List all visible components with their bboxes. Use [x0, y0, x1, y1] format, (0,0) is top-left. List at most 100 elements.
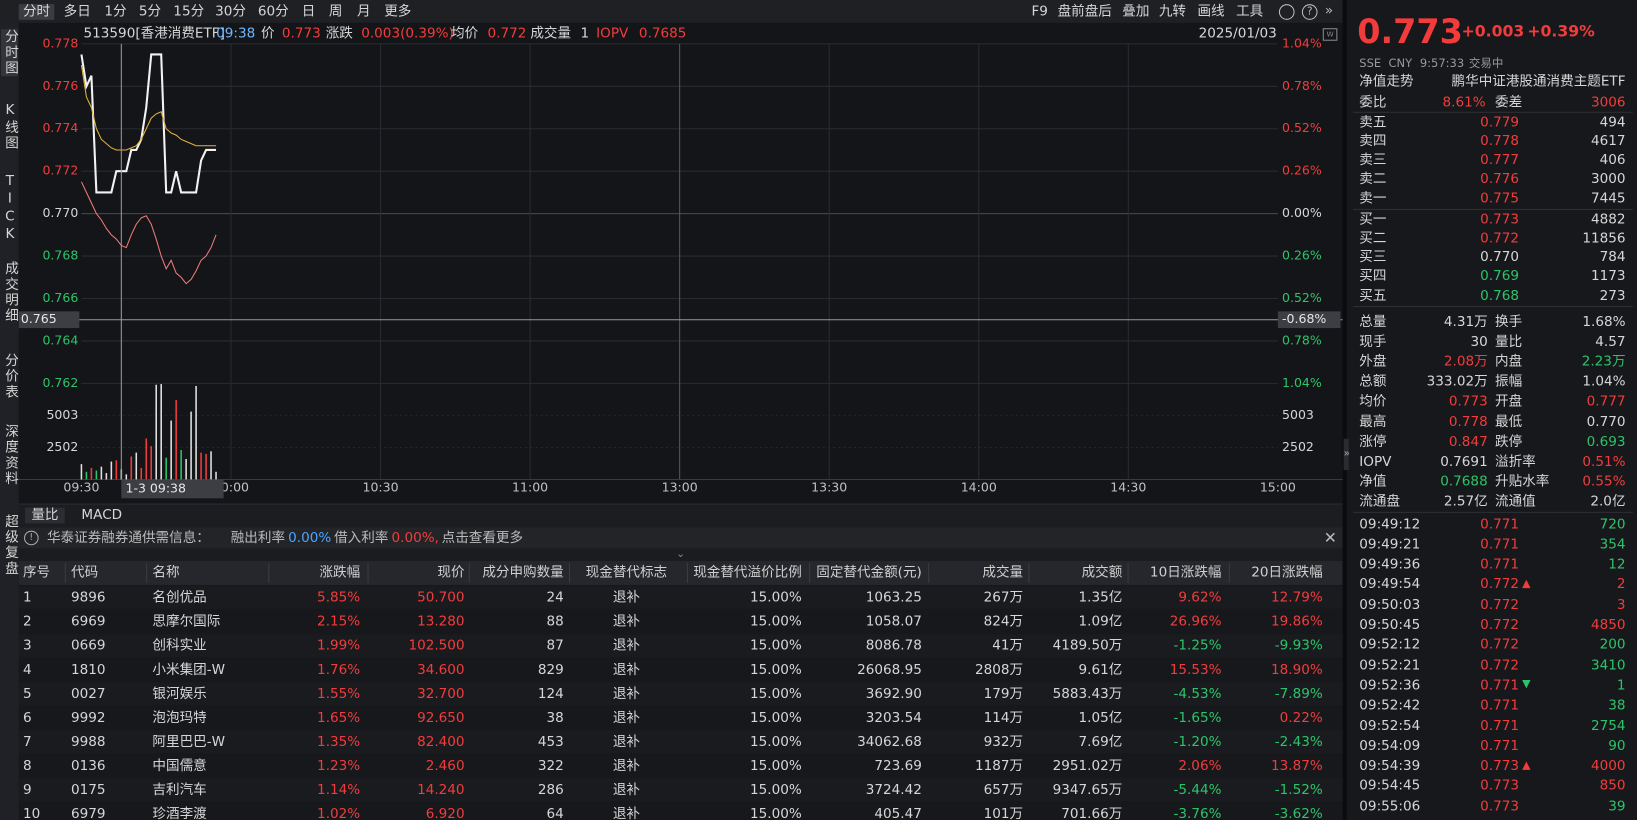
separator [1353, 208, 1633, 210]
side-tab[interactable]: K线图 [2, 102, 18, 152]
column-header[interactable]: 现金替代溢价比例 [693, 564, 802, 581]
table-row[interactable] [18, 586, 1343, 609]
period-tab[interactable]: 周 [328, 3, 343, 20]
tool-button[interactable]: 九转 [1158, 3, 1187, 20]
y2-tick-label: 0.52% [1282, 120, 1322, 135]
separator [1353, 306, 1633, 308]
period-tab[interactable]: 30分 [215, 3, 246, 20]
nav-trend[interactable]: 净值走势 [1359, 73, 1414, 90]
period-tab[interactable]: 1分 [104, 3, 127, 20]
column-header[interactable]: 现金替代标志 [585, 564, 668, 581]
side-tab[interactable]: 深度资料 [2, 424, 18, 487]
column-header[interactable]: 20日涨跌幅 [1251, 564, 1323, 581]
column-header[interactable]: 现价 [437, 564, 465, 581]
period-tab[interactable]: 60分 [257, 3, 289, 20]
stat-label: 溢折率 [1495, 454, 1536, 470]
table-cell: 退补 [612, 733, 640, 750]
table-row[interactable] [18, 778, 1343, 802]
settings-icon[interactable] [1278, 4, 1295, 20]
tick-time: 09:50:03 [1359, 597, 1421, 613]
tool-button[interactable]: 工具 [1236, 3, 1264, 20]
crosshair-y-box [18, 311, 80, 329]
book-label: 买二 [1359, 230, 1387, 247]
expand-icon[interactable]: » [1324, 3, 1334, 19]
volume-tick-label: 2502 [46, 439, 78, 454]
table-row[interactable] [18, 802, 1343, 820]
collapse-handle[interactable]: ⌄ [18, 548, 1343, 561]
period-tab[interactable]: 5分 [138, 3, 162, 20]
sub-tab[interactable]: 量比 [25, 507, 65, 523]
period-tab[interactable]: 分时 [18, 3, 55, 20]
sub-tab[interactable]: MACD [81, 507, 123, 523]
info-avg: 0.772 [487, 25, 527, 42]
table-cell: 13.280 [417, 613, 465, 630]
tool-button[interactable]: 盘前盘后 [1057, 3, 1112, 20]
side-tab[interactable]: 分时图 [1, 29, 18, 77]
table-row[interactable] [18, 706, 1343, 730]
table-row[interactable] [18, 610, 1343, 634]
column-header[interactable]: 成分申购数量 [482, 564, 564, 581]
column-header[interactable]: 成交额 [1081, 564, 1123, 581]
table-cell: 1.14% [317, 781, 361, 798]
column-header[interactable]: 涨跌幅 [319, 564, 361, 581]
table-row[interactable] [18, 658, 1343, 682]
period-tab[interactable]: 15分 [173, 3, 205, 20]
table-cell: 阿里巴巴-W [152, 733, 226, 750]
panel-toggle[interactable]: » [1343, 438, 1352, 471]
tick-volume: 12 [1608, 556, 1626, 573]
book-label: 卖一 [1359, 190, 1387, 207]
side-tab[interactable]: TICK [2, 173, 18, 245]
quote-meta: 交易中 [1468, 55, 1504, 70]
window-icon[interactable]: W [1322, 28, 1338, 41]
column-header[interactable]: 10日涨跌幅 [1149, 564, 1222, 581]
notice-link[interactable]: 点击查看更多 [441, 530, 524, 546]
table-cell: 1.02% [317, 805, 361, 820]
table-cell: 2951.02万 [1052, 757, 1123, 774]
table-cell: 322 [537, 757, 564, 774]
table-row[interactable] [18, 730, 1343, 754]
quote-panel [1348, 0, 1637, 820]
book-label: 卖四 [1359, 133, 1387, 150]
period-tab[interactable]: 月 [357, 3, 371, 20]
column-header[interactable]: 成交量 [982, 564, 1024, 581]
table-cell: -1.65% [1173, 709, 1222, 726]
table-cell: 泡泡玛特 [152, 709, 207, 726]
tool-button[interactable]: F9 [1031, 3, 1048, 20]
stat-label: 最低 [1495, 414, 1523, 430]
table-cell: 50.700 [417, 589, 465, 606]
side-tab[interactable]: 超级复盘 [2, 513, 18, 577]
period-tab[interactable]: 日 [301, 3, 316, 20]
tick-price: 0.771 [1480, 556, 1520, 573]
column-header[interactable]: 名称 [152, 564, 180, 581]
table-cell: 退补 [612, 613, 640, 630]
column-header[interactable]: 序号 [22, 564, 51, 581]
x-tick-label: 11:00 [512, 479, 548, 494]
table-row[interactable] [18, 754, 1343, 778]
table-cell: 0669 [70, 637, 106, 654]
column-header[interactable]: 固定替代金额(元) [816, 564, 922, 581]
stat-label: 开盘 [1495, 394, 1523, 410]
table-cell: 15.00% [750, 733, 802, 750]
stat-value: 2.57亿 [1443, 494, 1488, 511]
table-cell: -2.43% [1274, 733, 1323, 750]
book-price: 0.778 [1480, 133, 1520, 150]
column-header[interactable]: 代码 [70, 564, 99, 581]
table-row[interactable] [18, 682, 1343, 706]
ratio-diff-label: 委差 [1495, 94, 1523, 111]
period-tab[interactable]: 更多 [384, 3, 412, 20]
table-row[interactable] [18, 634, 1343, 658]
tool-button[interactable]: 叠加 [1122, 3, 1150, 20]
side-tab[interactable]: 分价表 [2, 353, 18, 401]
info-iopv-label: IOPV [596, 25, 629, 42]
close-icon[interactable]: ✕ [1323, 528, 1337, 548]
y-tick-label: 0.774 [42, 120, 78, 135]
table-cell: 6969 [70, 613, 106, 630]
period-tab[interactable]: 多日 [63, 3, 91, 20]
stat-label: 总量 [1359, 313, 1387, 330]
stat-label: 内盘 [1495, 354, 1523, 370]
side-tab[interactable]: 成交明细 [2, 261, 18, 324]
help-icon[interactable]: ? [1301, 4, 1318, 20]
tool-button[interactable]: 画线 [1197, 3, 1225, 20]
